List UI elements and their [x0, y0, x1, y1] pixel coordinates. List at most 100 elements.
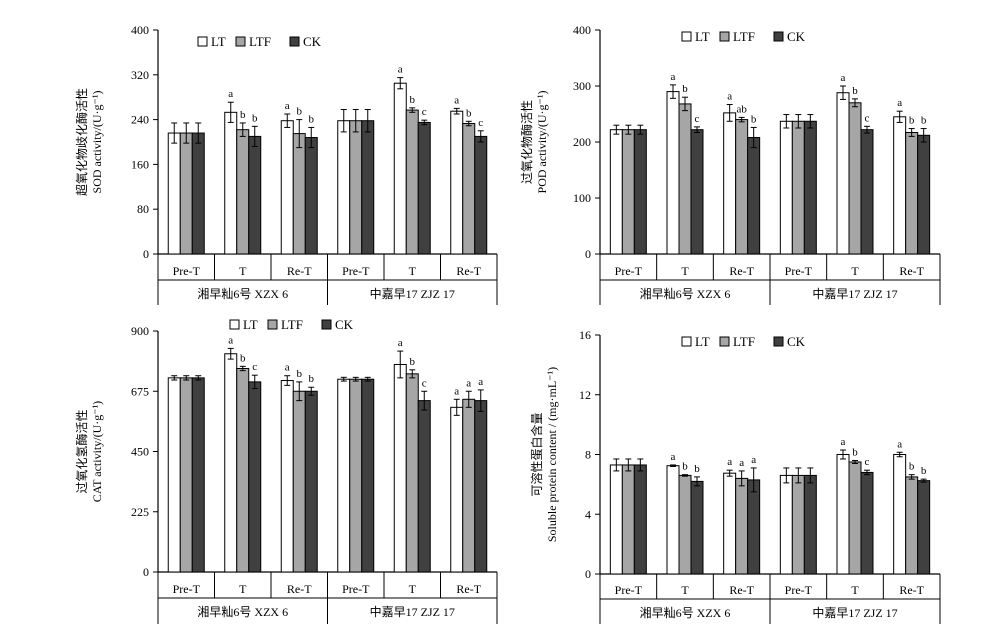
legend: LT LTF CK	[681, 29, 806, 44]
bar-LT	[337, 378, 351, 573]
category-label: Re-T	[729, 583, 754, 597]
bar-CK	[191, 377, 205, 573]
group-label: 湘早籼6号 XZX 6	[640, 286, 731, 301]
significance-letter: a	[671, 71, 676, 83]
significance-letter: b	[309, 373, 315, 385]
bar-CK	[361, 378, 375, 573]
legend: LT LTF CK	[681, 334, 806, 349]
category-label: T	[239, 264, 247, 278]
bar-CK	[917, 134, 931, 255]
legend: LT LTF CK	[197, 34, 322, 49]
significance-letter: a	[727, 456, 732, 468]
bar-LTF	[678, 103, 692, 255]
bar-CK	[474, 135, 488, 255]
bar-CK	[803, 474, 817, 575]
group-label: 湘早籼6号 XZX 6	[640, 605, 731, 620]
legend-label: LTF	[281, 317, 303, 332]
bar-LTF	[735, 477, 749, 575]
category-label: Re-T	[899, 583, 924, 597]
bar-LTF	[462, 398, 476, 573]
category-label: T	[851, 583, 859, 597]
bar-CK	[690, 129, 704, 255]
bar-LTF	[179, 132, 193, 255]
significance-letter: a	[228, 88, 233, 100]
bar-LTF	[735, 119, 749, 255]
legend-swatch-LT	[197, 36, 208, 47]
legend-label: LT	[695, 29, 710, 44]
bar-LT	[836, 454, 850, 575]
bar-LTF	[292, 390, 306, 573]
significance-letter: a	[466, 377, 471, 389]
bar-LTF	[905, 476, 919, 575]
bar-LT	[779, 474, 793, 575]
significance-letter: b	[921, 465, 927, 477]
bar-LT	[450, 406, 464, 573]
bar-LT	[836, 92, 850, 255]
y-tick-label: 12	[579, 388, 591, 402]
significance-letter: b	[682, 461, 688, 473]
legend: LT LTF CK	[229, 317, 354, 332]
y-axis-label-en: SOD activity/(U·g⁻¹)	[90, 91, 104, 194]
category-label: T	[851, 264, 859, 278]
significance-letter: a	[727, 90, 732, 102]
bar-LTF	[905, 131, 919, 255]
significance-letter: b	[297, 368, 303, 380]
significance-letter: b	[410, 356, 416, 368]
legend-label: CK	[787, 29, 806, 44]
category-label: Pre-T	[173, 582, 201, 596]
significance-letter: c	[865, 456, 870, 468]
bar-CK	[474, 400, 488, 573]
group-label: 中嘉早17 ZJZ 17	[370, 286, 455, 301]
bar-CK	[747, 479, 761, 575]
legend-label: CK	[303, 34, 322, 49]
bar-LT	[224, 353, 238, 573]
legend-label: LTF	[733, 29, 755, 44]
legend-label: LT	[695, 334, 710, 349]
bar-CK	[633, 464, 647, 575]
significance-letter: b	[852, 85, 858, 97]
bar-LTF	[349, 378, 363, 573]
bar-LT	[723, 112, 737, 255]
significance-letter: a	[897, 97, 902, 109]
bar-LT	[893, 454, 907, 575]
category-label: Re-T	[456, 582, 481, 596]
bar-CK	[248, 135, 262, 255]
significance-letter: b	[252, 112, 258, 124]
y-tick-label: 80	[137, 202, 149, 216]
bar-LT	[167, 377, 181, 573]
category-label: Re-T	[287, 264, 312, 278]
bar-LTF	[848, 461, 862, 575]
significance-letter: b	[909, 115, 915, 127]
category-label: Pre-T	[342, 264, 370, 278]
bar-CK	[304, 137, 318, 255]
significance-letter: a	[454, 94, 459, 106]
significance-letter: a	[478, 376, 483, 388]
bar-CK	[361, 120, 375, 255]
bar-LT	[609, 129, 623, 255]
bar-CK	[248, 381, 262, 573]
group-label: 中嘉早17 ZJZ 17	[370, 604, 455, 619]
y-tick-label: 0	[143, 247, 149, 261]
category-label: Pre-T	[173, 264, 201, 278]
legend-swatch-CK	[773, 31, 784, 42]
bar-LTF	[292, 133, 306, 255]
legend-label: LT	[211, 34, 226, 49]
category-label: T	[409, 264, 417, 278]
significance-letter: b	[852, 446, 858, 458]
bar-LT	[280, 380, 294, 573]
bar-CK	[860, 471, 874, 575]
bar-LTF	[621, 464, 635, 575]
significance-letter: a	[228, 334, 233, 346]
legend-label: LTF	[249, 34, 271, 49]
significance-letter: b	[694, 463, 700, 475]
y-tick-label: 100	[573, 191, 591, 205]
y-tick-label: 900	[131, 324, 149, 338]
category-label: T	[409, 582, 417, 596]
bar-CK	[917, 480, 931, 575]
y-axis-label-en: Soluble protein content / (mg·mL⁻¹)	[545, 367, 559, 542]
significance-letter: a	[739, 457, 744, 469]
legend-swatch-LT	[681, 31, 692, 42]
y-axis-label-cn: 过氧化氢酶活性	[74, 409, 89, 493]
bar-CK	[803, 120, 817, 255]
